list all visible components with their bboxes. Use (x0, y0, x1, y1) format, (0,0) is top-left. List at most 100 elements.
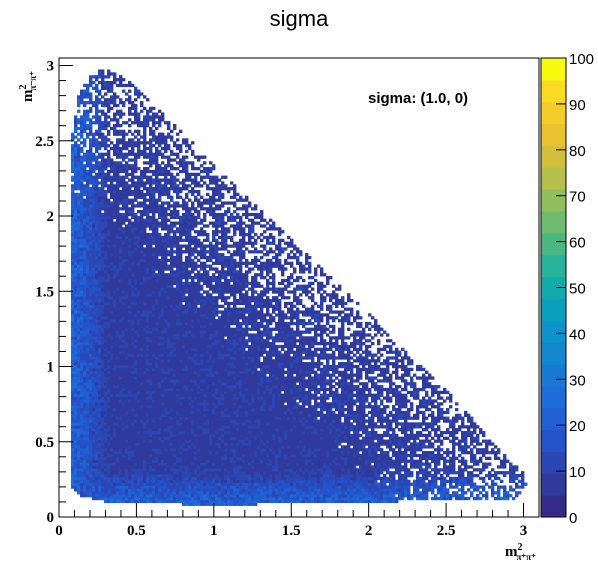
heatmap-cell (125, 356, 129, 360)
heatmap-cell (107, 152, 111, 156)
heatmap-cell (185, 370, 189, 374)
heatmap-cell (71, 178, 75, 182)
heatmap-cell (89, 307, 93, 311)
heatmap-cell (101, 485, 105, 489)
heatmap-cell (92, 419, 96, 423)
heatmap-cell (170, 359, 174, 363)
heatmap-cell (176, 350, 180, 354)
heatmap-cell (176, 485, 180, 489)
heatmap-cell (152, 201, 156, 205)
heatmap-cell (155, 235, 159, 240)
heatmap-cell (122, 488, 126, 492)
heatmap-cell (182, 476, 186, 481)
heatmap-cell (95, 103, 99, 108)
heatmap-cell (89, 250, 93, 254)
heatmap-cell (80, 118, 84, 122)
heatmap-cell (170, 376, 174, 380)
heatmap-cell (110, 296, 114, 300)
heatmap-cell (158, 413, 162, 417)
heatmap-cell (125, 364, 129, 369)
heatmap-cell (161, 442, 165, 446)
heatmap-cell (89, 296, 93, 300)
heatmap-cell (110, 278, 114, 283)
heatmap-cell (116, 161, 120, 165)
heatmap-cell (164, 264, 168, 268)
heatmap-cell (101, 356, 105, 360)
heatmap-cell (98, 258, 102, 263)
heatmap-cell (155, 258, 159, 263)
heatmap-cell (170, 261, 174, 265)
heatmap-cell (128, 468, 132, 472)
heatmap-cell (152, 407, 156, 412)
heatmap-cell (110, 224, 114, 228)
heatmap-cell (92, 350, 96, 354)
heatmap-cell (107, 278, 111, 283)
heatmap-cell (164, 350, 168, 354)
heatmap-cell (149, 410, 153, 415)
heatmap-cell (140, 382, 144, 386)
heatmap-cell (104, 98, 108, 102)
heatmap-cell (119, 212, 123, 217)
heatmap-cell (116, 313, 120, 317)
heatmap-cell (134, 456, 138, 461)
heatmap-cell (143, 123, 147, 128)
heatmap-cell (164, 327, 168, 331)
heatmap-cell (74, 428, 78, 432)
heatmap-cell (143, 212, 147, 217)
heatmap-cell (80, 399, 84, 403)
heatmap-cell (98, 75, 102, 79)
heatmap-cell (161, 387, 165, 392)
heatmap-cell (137, 491, 141, 495)
heatmap-cell (185, 138, 189, 142)
heatmap-cell (74, 264, 78, 268)
heatmap-cell (161, 301, 165, 306)
heatmap-cell (89, 83, 93, 88)
heatmap-cell (173, 244, 177, 248)
heatmap-cell (104, 342, 108, 346)
heatmap-cell (143, 402, 147, 406)
heatmap-cell (140, 218, 144, 222)
heatmap-cell (92, 362, 96, 366)
heatmap-cell (137, 204, 141, 208)
heatmap-cell (125, 296, 129, 300)
heatmap-cell (185, 204, 189, 208)
heatmap-cell (110, 356, 114, 360)
heatmap-cell (128, 373, 132, 377)
heatmap-cell (155, 232, 159, 237)
heatmap-cell (137, 290, 141, 294)
heatmap-cell (101, 319, 105, 323)
heatmap-cell (167, 350, 171, 354)
heatmap-cell (122, 83, 126, 88)
heatmap-cell (110, 195, 114, 199)
heatmap-cell (116, 482, 120, 486)
heatmap-cell (113, 112, 117, 116)
heatmap-cell (71, 241, 75, 245)
heatmap-cell (83, 316, 87, 320)
heatmap-cell (137, 336, 141, 340)
heatmap-cell (113, 167, 117, 171)
heatmap-cell (164, 430, 168, 435)
heatmap-cell (80, 167, 84, 171)
heatmap-cell (89, 339, 93, 343)
heatmap-cell (158, 204, 162, 208)
heatmap-cell (134, 499, 138, 504)
heatmap-cell (146, 499, 150, 504)
heatmap-cell (80, 141, 84, 145)
heatmap-cell (122, 456, 126, 461)
heatmap-cell (161, 491, 165, 495)
heatmap-cell (101, 181, 105, 185)
heatmap-cell (131, 476, 135, 481)
heatmap-cell (101, 342, 105, 346)
heatmap-cell (155, 112, 159, 116)
heatmap-cell (137, 330, 141, 334)
heatmap-cell (116, 138, 120, 142)
heatmap-cell (98, 290, 102, 294)
heatmap-cell (110, 413, 114, 417)
heatmap-cell (104, 419, 108, 423)
heatmap-cell (101, 451, 105, 455)
heatmap-cell (101, 402, 105, 406)
heatmap-cell (80, 164, 84, 168)
heatmap-cell (101, 425, 105, 429)
heatmap-cell (83, 201, 87, 205)
heatmap-cell (95, 241, 99, 245)
